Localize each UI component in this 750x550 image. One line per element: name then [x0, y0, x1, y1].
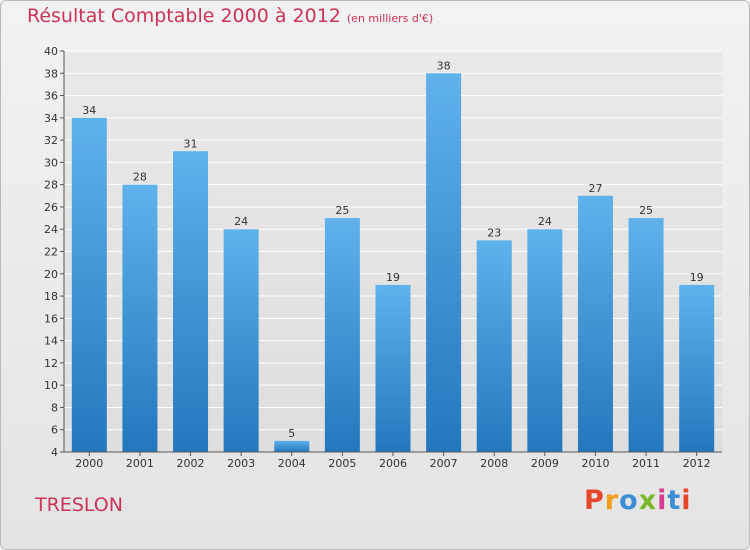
data-label: 25: [639, 204, 653, 217]
bar: [324, 218, 360, 452]
x-tick-label: 2004: [278, 457, 306, 470]
logo-letter: i: [681, 485, 692, 516]
bar: [679, 284, 715, 452]
bar: [375, 284, 411, 452]
y-tick-label: 6: [51, 424, 58, 437]
logo-letter: i: [657, 485, 668, 516]
x-tick-label: 2012: [683, 457, 711, 470]
bar: [527, 229, 563, 452]
logo-letter: x: [638, 485, 658, 516]
x-tick-label: 2003: [227, 457, 255, 470]
y-tick-label: 12: [44, 357, 58, 370]
y-tick-label: 4: [51, 446, 58, 459]
y-tick-label: 24: [44, 223, 58, 236]
bar: [426, 73, 462, 453]
logo-letter: P: [584, 485, 605, 516]
logo-letter: o: [619, 485, 639, 516]
y-tick-label: 8: [51, 401, 58, 414]
x-tick-label: 2007: [430, 457, 458, 470]
data-label: 19: [690, 271, 704, 284]
bar: [223, 229, 259, 452]
data-label: 25: [335, 204, 349, 217]
x-tick-label: 2001: [126, 457, 154, 470]
logo-letter: r: [604, 485, 620, 516]
data-label: 23: [487, 226, 501, 239]
data-label: 5: [288, 427, 295, 440]
bar: [71, 117, 107, 452]
data-label: 27: [588, 182, 602, 195]
x-tick-label: 2002: [177, 457, 205, 470]
bar: [628, 218, 664, 452]
chart-title-block: Résultat Comptable 2000 à 2012 (en millie…: [27, 5, 433, 27]
y-tick-label: 10: [44, 379, 58, 392]
bar: [122, 184, 158, 452]
data-label: 34: [82, 104, 96, 117]
y-tick-label: 14: [44, 335, 58, 348]
y-tick-label: 36: [44, 90, 58, 103]
chart-title: Résultat Comptable 2000 à 2012: [27, 5, 341, 27]
y-tick-label: 40: [44, 45, 58, 58]
y-tick-label: 22: [44, 246, 58, 259]
commune-name: TRESLON: [35, 494, 123, 516]
x-tick-label: 2005: [328, 457, 356, 470]
x-tick-label: 2006: [379, 457, 407, 470]
x-tick-label: 2011: [632, 457, 660, 470]
y-tick-label: 38: [44, 67, 58, 80]
data-label: 24: [234, 215, 248, 228]
data-label: 19: [386, 271, 400, 284]
data-label: 28: [133, 171, 147, 184]
y-tick-label: 16: [44, 312, 58, 325]
x-tick-label: 2009: [531, 457, 559, 470]
y-tick-label: 26: [44, 201, 58, 214]
chart-subtitle: (en milliers d'€): [346, 12, 434, 25]
y-tick-label: 32: [44, 134, 58, 147]
y-tick-label: 20: [44, 268, 58, 281]
logo-letter: t: [667, 485, 682, 516]
y-tick-label: 28: [44, 179, 58, 192]
y-tick-label: 34: [44, 112, 58, 125]
bar: [476, 240, 512, 452]
x-tick-label: 2008: [480, 457, 508, 470]
bar: [274, 440, 310, 452]
y-tick-label: 30: [44, 156, 58, 169]
bar: [577, 195, 613, 453]
bar: [173, 151, 209, 452]
x-tick-label: 2010: [581, 457, 609, 470]
data-label: 31: [184, 137, 198, 150]
proxiti-logo: Proxiti: [584, 485, 692, 516]
x-tick-label: 2000: [75, 457, 103, 470]
data-label: 24: [538, 215, 552, 228]
data-label: 38: [437, 59, 451, 72]
y-tick-label: 18: [44, 290, 58, 303]
